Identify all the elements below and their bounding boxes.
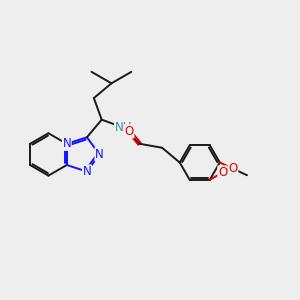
Text: N: N (95, 148, 104, 161)
Text: N: N (62, 137, 71, 150)
Text: O: O (124, 125, 134, 138)
Text: O: O (218, 166, 227, 179)
Text: O: O (229, 162, 238, 175)
Text: NH: NH (115, 121, 132, 134)
Text: N: N (82, 165, 91, 178)
